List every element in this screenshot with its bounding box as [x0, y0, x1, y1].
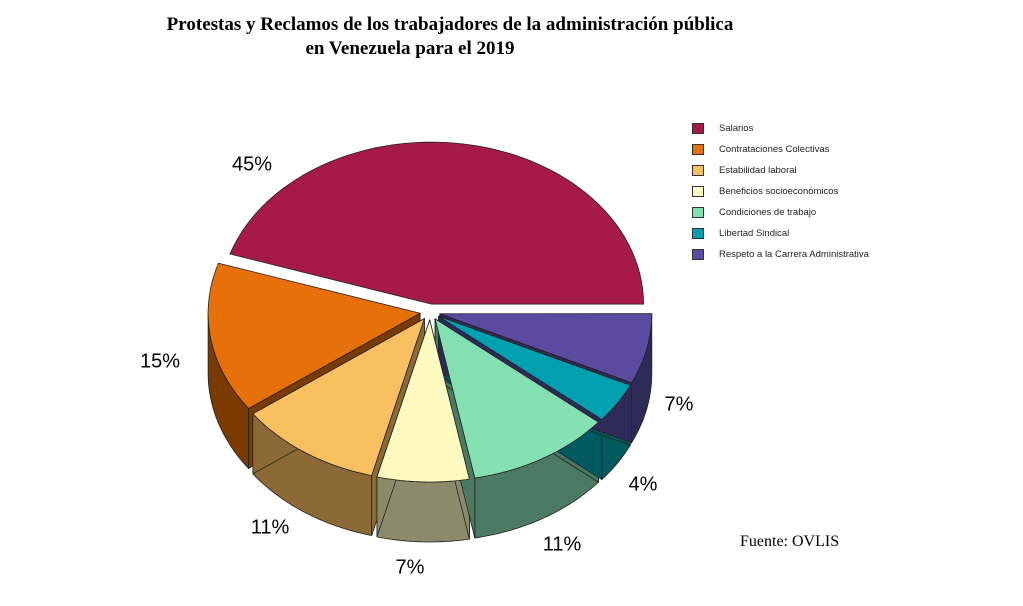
legend-label: Beneficios socioeconómicos	[719, 186, 839, 197]
legend-item: Respeto a la Carrera Administrativa	[692, 244, 869, 265]
legend-swatch	[692, 123, 704, 134]
data-label: 4%	[628, 473, 658, 496]
legend-label: Respeto a la Carrera Administrativa	[719, 249, 869, 260]
slice-beneficios-socioecon-micos	[376, 318, 470, 483]
legend-label: Contrataciones Colectivas	[719, 144, 830, 155]
legend-item: Condiciones de trabajo	[692, 202, 869, 223]
source-note: Fuente: OVLIS	[740, 533, 840, 550]
slice-contrataciones-colectivas	[207, 262, 422, 410]
legend-swatch	[692, 186, 704, 197]
legend-item: Libertad Sindical	[692, 223, 869, 244]
legend-label: Libertad Sindical	[719, 228, 790, 239]
legend-item: Estabilidad laboral	[692, 160, 869, 181]
data-label: 11%	[250, 516, 290, 539]
chart-title-line-1: Protestas y Reclamos de los trabajadores…	[166, 14, 734, 35]
slice-condiciones-de-trabajo	[434, 318, 600, 479]
legend-label: Condiciones de trabajo	[719, 207, 817, 218]
legend-item: Beneficios socioeconómicos	[692, 181, 869, 202]
slice-estabilidad-laboral	[252, 317, 426, 476]
legend-swatch	[692, 144, 704, 155]
data-label: 7%	[664, 393, 694, 416]
data-label: 15%	[139, 350, 181, 373]
legend-label: Salarios	[719, 123, 754, 134]
data-label: 11%	[542, 533, 582, 556]
legend-item: Salarios	[692, 118, 869, 139]
legend-swatch	[692, 228, 704, 239]
legend-swatch	[692, 207, 704, 218]
slice-libertad-sindical	[438, 315, 631, 420]
legend-swatch	[692, 165, 704, 176]
legend: Salarios Contrataciones Colectivas Estabil…	[692, 118, 869, 265]
slice-respeto-a-la-carrera-administrativa	[439, 313, 653, 384]
legend-swatch	[692, 249, 704, 260]
data-label: 7%	[395, 556, 425, 579]
chart-title-line-2: en Venezuela para el 2019	[305, 38, 515, 59]
legend-label: Estabilidad laboral	[719, 165, 797, 176]
data-label: 45%	[231, 153, 273, 176]
legend-item: Contrataciones Colectivas	[692, 139, 869, 160]
slice-salarios	[229, 141, 645, 305]
